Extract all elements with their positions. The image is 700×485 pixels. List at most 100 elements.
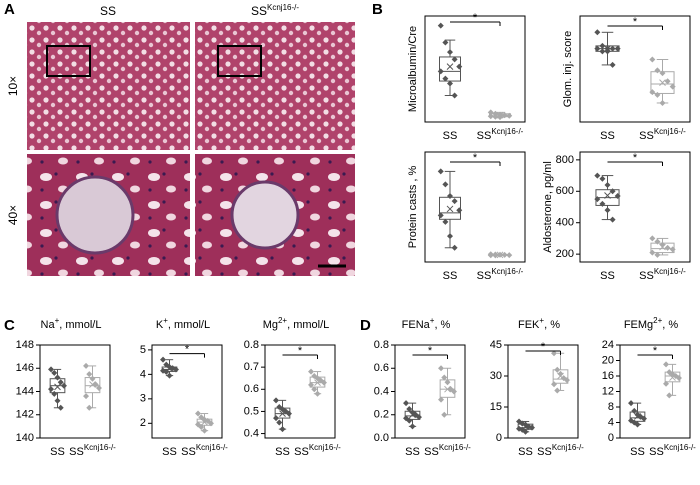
data-point <box>83 362 90 369</box>
x-tick-label: SSKcnj16-/- <box>424 443 471 458</box>
data-point <box>201 427 208 434</box>
y-axis-label-part: Microalbumin/Cre <box>407 26 419 112</box>
y-tick-label: 8 <box>608 401 614 413</box>
data-point <box>409 423 416 430</box>
data-point <box>663 380 670 387</box>
y-axis-label-part: , mmol/L <box>168 319 210 331</box>
column-label: SS <box>100 4 116 18</box>
data-point <box>89 375 96 382</box>
data-point <box>54 397 61 404</box>
mean-marker <box>659 79 666 86</box>
data-point <box>609 61 616 68</box>
y-tick-label: 0 <box>608 432 614 444</box>
y-tick-label: 0.6 <box>244 383 259 395</box>
x-tick-label: SSKcnj16-/- <box>69 443 116 458</box>
data-point <box>51 369 58 376</box>
x-tick-label-base: SS <box>162 446 177 458</box>
mean-stroke <box>604 192 611 199</box>
y-tick-label: 200 <box>556 248 574 260</box>
y-tick-label: 0.8 <box>374 339 389 351</box>
y-axis-label: Mg2+, mmol/L <box>263 316 330 331</box>
y-axis-label-part: K <box>156 319 164 331</box>
data-point <box>451 92 458 99</box>
x-tick-label-base: SS <box>424 446 439 458</box>
y-tick-label: 4 <box>608 416 614 428</box>
data-point <box>551 350 558 357</box>
data-point <box>437 168 444 175</box>
data-point <box>438 396 445 403</box>
y-tick-label: 3 <box>140 393 146 405</box>
y-axis-label-part: Na <box>41 319 56 331</box>
y-axis-label-part: , mmol/L <box>59 319 101 331</box>
x-tick-label-sup: Kcnj16-/- <box>664 443 696 452</box>
data-point <box>320 379 327 386</box>
y-tick-label: 4 <box>140 368 146 380</box>
data-point <box>163 368 170 375</box>
data-point <box>456 63 463 70</box>
data-point <box>308 368 315 375</box>
data-point <box>614 45 621 52</box>
data-point <box>207 420 214 427</box>
plot-frame <box>424 151 526 263</box>
data-point <box>415 414 422 421</box>
data-point <box>492 113 499 120</box>
data-point <box>314 390 321 397</box>
data-point <box>86 404 93 411</box>
data-point <box>57 404 64 411</box>
x-tick-label: SSKcnj16-/- <box>181 443 228 458</box>
y-tick-label: 0.5 <box>244 405 259 417</box>
data-point <box>487 113 494 120</box>
data-point <box>437 22 444 29</box>
x-tick-label-sup: Kcnj16-/- <box>439 443 471 452</box>
y-tick-label: 16 <box>602 370 614 382</box>
data-point <box>501 112 508 119</box>
y-axis-label-part: + <box>55 316 60 325</box>
data-point <box>51 390 58 397</box>
data-point <box>285 410 292 417</box>
x-tick-label: SS <box>405 446 420 458</box>
x-tick-label-sup: Kcnj16-/- <box>309 443 341 452</box>
data-point <box>442 181 449 188</box>
plot-frame <box>151 344 223 439</box>
data-point <box>609 45 616 52</box>
panel-letter: B <box>372 1 383 18</box>
data-point <box>451 56 458 63</box>
x-tick-label-sup: Kcnj16-/- <box>491 127 523 136</box>
data-point <box>640 415 647 422</box>
x-tick-label-base: SS <box>630 446 645 458</box>
data-point <box>57 379 64 386</box>
x-tick-label-base: SS <box>275 446 290 458</box>
y-axis-label-part: , % <box>544 319 560 331</box>
mean-marker <box>444 385 451 393</box>
data-point <box>599 42 606 49</box>
y-axis-label-part: 2+ <box>278 316 287 325</box>
plot-frame <box>619 344 691 439</box>
data-point <box>604 207 611 214</box>
significance-star: * <box>633 16 638 28</box>
data-point <box>649 249 656 256</box>
data-point <box>554 366 561 373</box>
x-tick-label-base: SS <box>537 446 552 458</box>
y-tick-label: 142 <box>16 409 34 421</box>
data-point <box>599 200 606 207</box>
y-tick-label: 5 <box>140 344 146 356</box>
x-tick-label: SSKcnj16-/- <box>639 127 686 142</box>
data-point <box>60 382 67 389</box>
data-point <box>609 188 616 195</box>
column-label: SSKcnj16-/- <box>251 3 299 19</box>
data-point <box>311 386 318 393</box>
data-point <box>438 365 445 372</box>
y-axis-label-part: Mg <box>263 319 278 331</box>
data-point <box>441 411 448 418</box>
y-axis-label: K+, mmol/L <box>156 316 210 331</box>
x-tick-label-base: SS <box>477 130 492 142</box>
y-tick-label: 24 <box>602 339 614 351</box>
y-axis-label-part: Glom. inj. score <box>562 31 574 107</box>
y-axis-label-part: , % <box>662 319 678 331</box>
data-point <box>273 397 280 404</box>
data-point <box>195 410 202 417</box>
y-tick-label: 0.2 <box>374 409 389 421</box>
